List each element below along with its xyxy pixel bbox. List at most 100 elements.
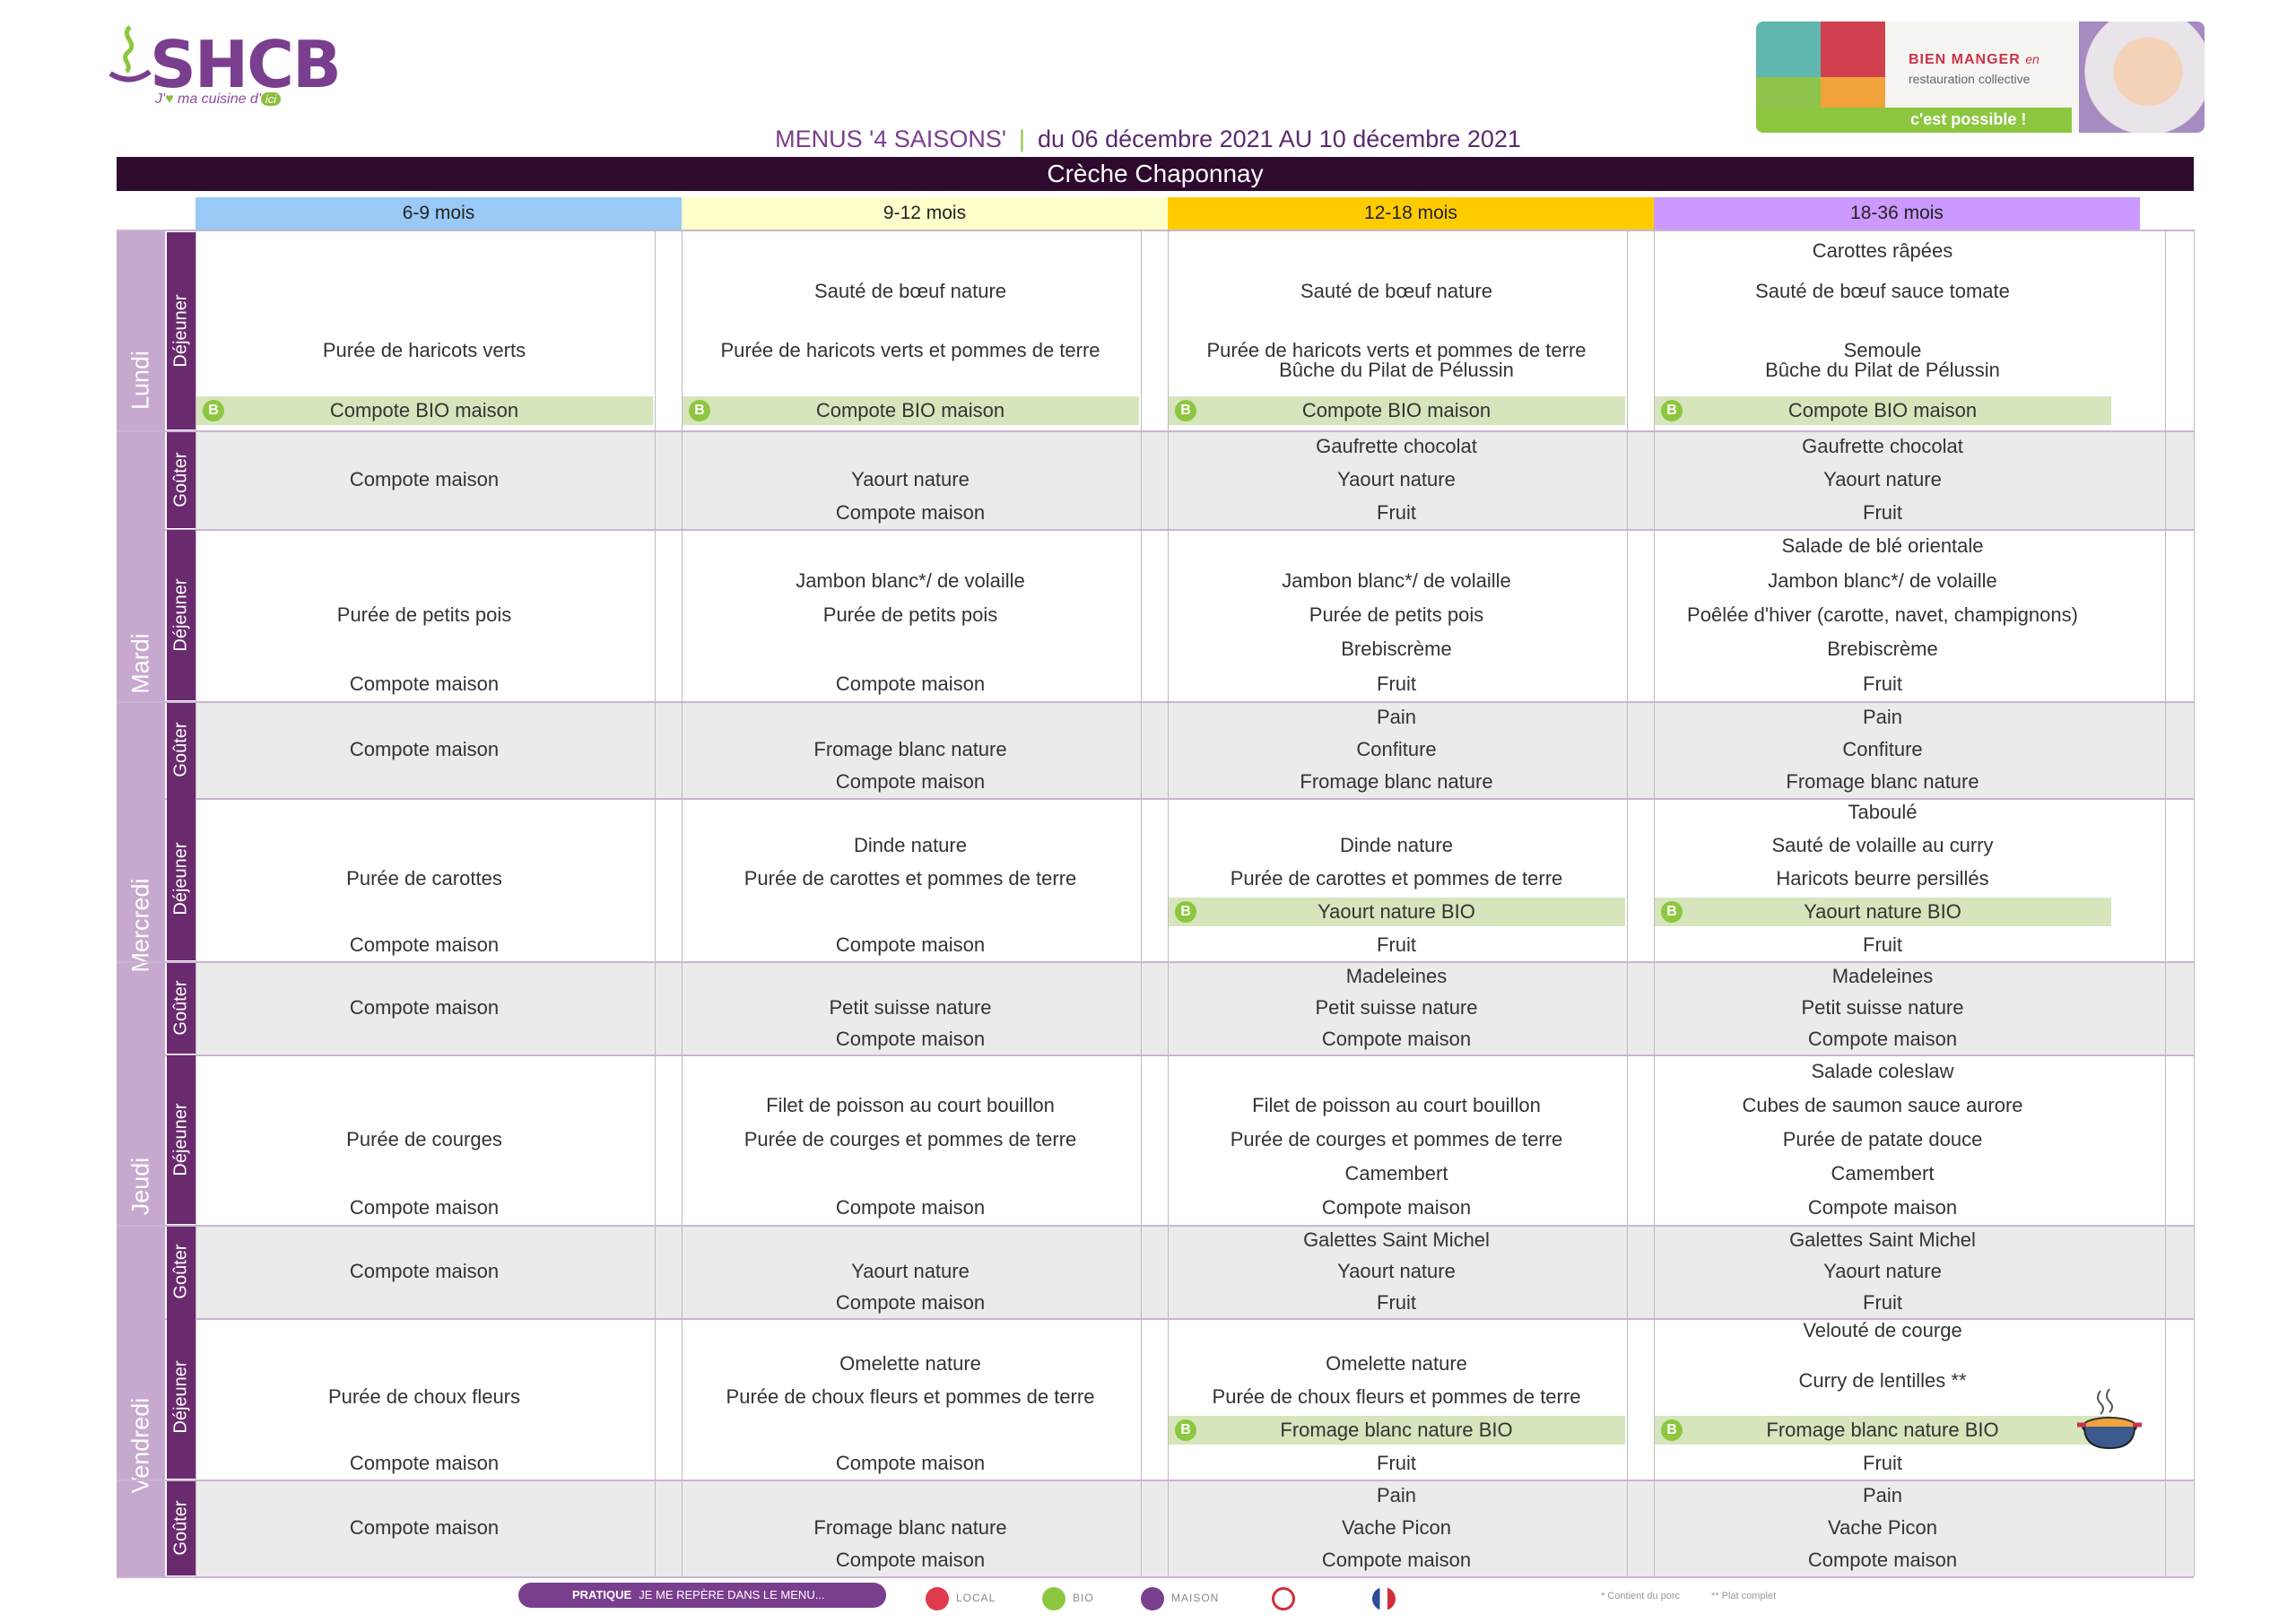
bio-badge-icon: B [1661, 1419, 1683, 1441]
legend-bar: PRATIQUE JE ME REPÈRE DANS LE MENU... [518, 1583, 886, 1608]
bio-badge-icon: B [203, 400, 224, 421]
menu-item-bio: B Compote BIO maison [682, 396, 1139, 425]
legend-bio: BIO [1042, 1587, 1094, 1610]
menu-item-text: Sauté de bœuf nature [813, 280, 1007, 302]
menu-item: Fromage blanc nature [682, 1514, 1139, 1542]
menu-item-text: Taboulé [1848, 801, 1918, 823]
menu-item: Salade coleslaw [1654, 1057, 2111, 1086]
menu-item: Sauté de bœuf nature [1168, 277, 1625, 306]
meal-name: Goûter [170, 722, 191, 777]
gouter-band [196, 701, 2194, 798]
menu-item-text: Sauté de bœuf sauce tomate [1755, 280, 2010, 302]
menu-item-text: Petit suisse nature [829, 996, 992, 1019]
menu-item: Fromage blanc nature [1654, 768, 2111, 796]
menu-item-text: Purée de petits pois [336, 603, 512, 626]
menu-item-text: Jambon blanc*/ de volaille [1768, 569, 1997, 592]
menu-item: Filet de poisson au court bouillon [1168, 1091, 1625, 1120]
menu-item-text: Compote maison [349, 1452, 500, 1474]
menu-item: Fruit [1654, 931, 2111, 959]
menu-item-text: Haricots beurre persillés [1776, 867, 1989, 890]
menu-item: Purée de courges et pommes de terre [1168, 1125, 1625, 1154]
menu-item-text: Madeleines [1831, 965, 1934, 987]
menu-item: Purée de carottes et pommes de terre [1168, 864, 1625, 893]
menu-item-text: Dinde nature [854, 834, 967, 856]
menu-item-text: Brebiscrème [1341, 638, 1452, 660]
bio-badge-icon: B [1175, 400, 1196, 421]
menu-item-text: Filet de poisson au court bouillon [766, 1094, 1055, 1116]
meal-label-dejeuner: Déjeuner [167, 1055, 196, 1224]
menu-item-text: Cubes de saumon sauce aurore [1742, 1094, 2023, 1116]
menu-item: Purée de haricots verts et pommes de ter… [682, 336, 1139, 365]
menu-item-text: Compote maison [835, 1196, 986, 1219]
column-divider [655, 230, 656, 1576]
note-plat-complet: ** Plat complet [1711, 1591, 1777, 1601]
menu-item: Purée de carottes et pommes de terre [682, 864, 1139, 893]
menu-item-text: Fromage blanc nature [813, 738, 1007, 760]
menu-item: Confiture [1654, 735, 2111, 764]
menu-item: Bûche du Pilat de Pélussin [1168, 356, 1625, 385]
menu-item: Pain [1654, 1481, 2111, 1510]
menu-item-text: Sauté de bœuf nature [1300, 280, 1493, 302]
brand-tagline: J'♥ ma cuisine d' ici [155, 91, 282, 108]
menu-item: Gaufrette chocolat [1168, 432, 1625, 461]
menu-item-text: Purée de petits pois [822, 603, 998, 626]
menu-item: Yaourt nature [1168, 465, 1625, 494]
legend-local: LOCAL [926, 1587, 996, 1610]
day-divider [117, 1055, 2194, 1056]
menu-item-text: Yaourt nature [1337, 468, 1456, 490]
day-label: Mardi [117, 529, 165, 798]
menu-item-text: Compote maison [349, 468, 500, 490]
menu-item-text: Yaourt nature [851, 468, 970, 490]
meal-label-gouter: Goûter [167, 1480, 196, 1575]
menu-item-text: Compote maison [349, 933, 500, 956]
menu-item-text: Purée de courges [346, 1128, 502, 1150]
menu-item-text: Fromage blanc nature [1786, 770, 1979, 793]
menu-item: Curry de lentilles ** [1654, 1367, 2111, 1395]
menu-item: Fruit [1654, 1289, 2111, 1317]
menu-item: Purée de haricots verts [196, 336, 653, 365]
menu-item: Fruit [1654, 499, 2111, 527]
menu-item-text: Petit suisse nature [1801, 996, 1964, 1019]
menu-item: Purée de choux fleurs [196, 1383, 653, 1411]
menu-item: Jambon blanc*/ de volaille [1168, 567, 1625, 595]
menu-item: Compote maison [682, 1025, 1139, 1054]
menu-item: Compote maison [682, 1289, 1139, 1317]
menu-item: Haricots beurre persillés [1654, 864, 2111, 893]
menu-item-text: Compote maison [835, 1549, 986, 1571]
menu-item-text: Omelette nature [839, 1352, 981, 1375]
menu-item: Omelette nature [682, 1350, 1139, 1378]
menu-item: Pain [1654, 703, 2111, 732]
menu-item: Galettes Saint Michel [1654, 1226, 2111, 1254]
menu-item-text: Compote maison [349, 1516, 500, 1539]
menu-item: Compote maison [1654, 1025, 2111, 1054]
meal-name: Goûter [170, 1244, 191, 1299]
legend-maison: MAISON [1141, 1587, 1219, 1610]
menu-item: Compote maison [682, 1449, 1139, 1478]
menu-item-text: Semoule [1843, 339, 1922, 361]
menu-item: Petit suisse nature [682, 994, 1139, 1022]
menu-item-text: Dinde nature [1340, 834, 1453, 856]
menu-item-text: Purée de haricots verts et pommes de ter… [720, 339, 1100, 361]
menu-item-text: Madeleines [1345, 965, 1448, 987]
menu-item-text: Bûche du Pilat de Pélussin [1279, 359, 1514, 381]
menu-item-text: Sauté de volaille au curry [1771, 834, 1994, 856]
day-name: Lundi [126, 350, 154, 411]
menu-item-text: Compote BIO maison [1787, 399, 1978, 421]
menu-item-text: Velouté de courge [1803, 1319, 1962, 1341]
meal-name: Goûter [170, 1500, 191, 1556]
menu-item: Fruit [1168, 499, 1625, 527]
menu-item-text: Compote maison [1321, 1028, 1472, 1050]
menu-item: Fruit [1168, 670, 1625, 699]
menu-item: Purée de petits pois [1168, 601, 1625, 629]
menu-item-text: Pain [1862, 706, 1903, 728]
age-column-header: 12-18 mois [1168, 197, 1654, 230]
menu-item-text: Camembert [1831, 1162, 1935, 1185]
menu-item: Yaourt nature [1168, 1257, 1625, 1286]
menu-item-text: Fromage blanc nature [1300, 770, 1493, 793]
meal-label-gouter: Goûter [167, 962, 196, 1054]
meal-name: Déjeuner [170, 578, 191, 652]
menu-item-text: Fromage blanc nature BIO [1280, 1419, 1513, 1441]
menu-item-text: Yaourt nature [1823, 1260, 1942, 1282]
menu-item-bio: B Compote BIO maison [1168, 396, 1625, 425]
menu-item-text: Fruit [1863, 1452, 1902, 1474]
